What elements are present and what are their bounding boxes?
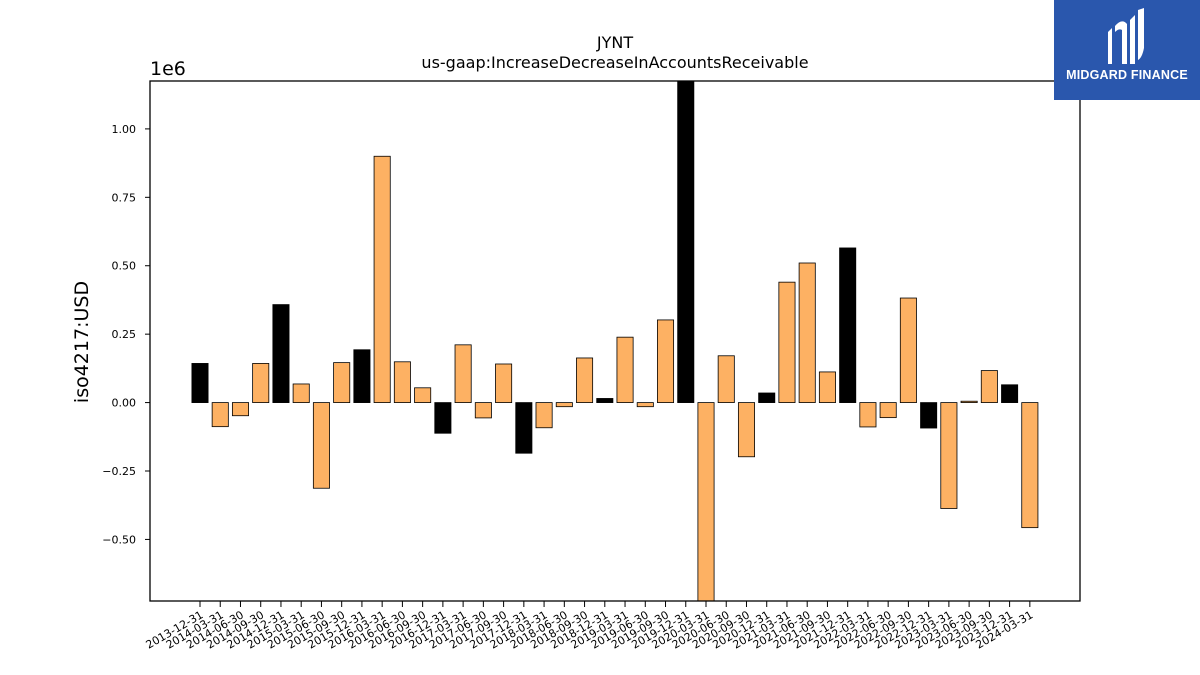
bar-2018-09-30 (576, 357, 594, 403)
bar-2022-09-30 (899, 297, 917, 403)
y-axis-label: iso4217:USD (71, 281, 93, 403)
bar-2015-09-30 (333, 362, 351, 403)
y-multiplier: 1e6 (150, 58, 186, 80)
bar-2017-09-30 (495, 363, 513, 403)
y-tick-label: 0.00 (112, 397, 137, 410)
bar-2014-09-30 (252, 363, 270, 403)
bar-2020-03-31 (697, 402, 715, 602)
bar-2019-03-31 (616, 336, 634, 403)
midgard-logo-icon (1108, 8, 1144, 64)
bar-2023-12-31 (1001, 384, 1019, 403)
bar-2019-09-30 (657, 319, 675, 403)
bar-2014-06-30 (231, 402, 249, 417)
bar-2017-03-31 (454, 344, 472, 403)
chart-title: JYNT (596, 33, 633, 52)
bar-2016-03-31 (373, 155, 391, 403)
bar-2014-03-31 (211, 402, 229, 428)
bar-2016-09-30 (414, 387, 432, 403)
bar-2015-12-31 (353, 349, 371, 403)
bar-2013-12-31 (191, 363, 209, 403)
bar-2021-12-31 (839, 247, 857, 403)
bar-2021-09-30 (818, 371, 836, 403)
bar-2022-06-30 (879, 402, 897, 419)
bar-2023-09-30 (980, 370, 998, 403)
y-tick-label: −0.25 (102, 465, 136, 478)
bar-2022-12-31 (920, 402, 938, 429)
brand-name: MIDGARD FINANCE (1066, 68, 1188, 82)
bar-2017-06-30 (474, 402, 492, 419)
bar-2022-03-31 (859, 402, 877, 428)
bar-2023-06-30 (960, 400, 978, 403)
x-axis: 2013-12-312014-03-312014-06-302014-09-30… (144, 601, 1035, 652)
bar-2020-12-31 (758, 392, 776, 403)
bar-2014-12-31 (272, 304, 290, 403)
bar-2021-06-30 (798, 262, 816, 403)
bar-2015-06-30 (312, 402, 330, 489)
bar-2021-03-31 (778, 281, 796, 403)
y-tick-label: 0.75 (112, 191, 137, 204)
y-tick-label: −0.50 (102, 533, 136, 546)
bar-2020-06-30 (717, 355, 735, 403)
bar-2024-03-31 (1021, 402, 1039, 529)
chart-subtitle: us-gaap:IncreaseDecreaseInAccountsReceiv… (421, 53, 808, 72)
bar-2023-03-31 (940, 402, 958, 509)
bar-2018-12-31 (596, 398, 614, 403)
y-tick-label: 0.25 (112, 328, 137, 341)
bar-2018-06-30 (555, 402, 573, 408)
y-tick-label: 0.50 (112, 260, 137, 273)
bar-2016-12-31 (434, 402, 452, 434)
y-axis: −0.50 −0.25 0.00 0.25 0.50 0.75 1.00 (102, 123, 150, 546)
bar-2019-06-30 (636, 402, 654, 408)
bar-2015-03-31 (292, 383, 310, 403)
brand-logo: MIDGARD FINANCE (1054, 0, 1200, 100)
bar-2020-09-30 (737, 402, 755, 458)
plot-frame (149, 80, 1081, 602)
bar-2018-03-31 (535, 402, 553, 429)
y-tick-label: 1.00 (112, 123, 137, 136)
bar-2016-06-30 (393, 361, 411, 403)
bars-layer (191, 80, 1039, 602)
bar-2017-12-31 (515, 402, 533, 454)
bar-2019-12-31 (677, 80, 695, 403)
